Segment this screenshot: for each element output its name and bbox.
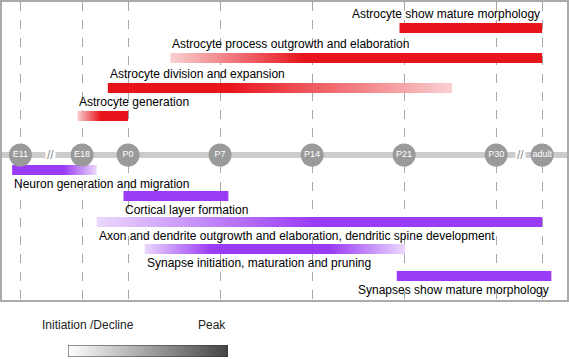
- svg-text:Synapses show mature morpholog: Synapses show mature morphology: [358, 283, 549, 297]
- svg-text:P14: P14: [304, 149, 320, 159]
- svg-text:Cortical layer formation: Cortical layer formation: [125, 203, 248, 217]
- svg-text:P0: P0: [123, 149, 134, 159]
- svg-text:P7: P7: [215, 149, 226, 159]
- svg-text:Astrocyte division and expansi: Astrocyte division and expansion: [110, 67, 285, 81]
- svg-text:Axon and dendrite outgrowth an: Axon and dendrite outgrowth and elaborat…: [99, 229, 495, 243]
- svg-text:Neuron generation and migratio: Neuron generation and migration: [14, 177, 189, 191]
- svg-text:P30: P30: [488, 149, 504, 159]
- svg-text:adult: adult: [532, 149, 552, 159]
- svg-text:Initiation /Decline: Initiation /Decline: [42, 318, 134, 332]
- svg-text:P21: P21: [396, 149, 412, 159]
- svg-text://: //: [517, 148, 524, 162]
- svg-text:Synapse initiation, maturation: Synapse initiation, maturation and pruni…: [147, 256, 371, 270]
- svg-text:Astrocyte show mature morpholo: Astrocyte show mature morphology: [352, 7, 540, 21]
- svg-text:E11: E11: [13, 149, 28, 159]
- svg-text:Astrocyte generation: Astrocyte generation: [79, 95, 189, 109]
- svg-text:Astrocyte process outgrowth an: Astrocyte process outgrowth and elaborat…: [172, 37, 409, 51]
- svg-text://: //: [47, 148, 54, 162]
- svg-text:E18: E18: [74, 149, 90, 159]
- svg-text:Peak: Peak: [198, 318, 226, 332]
